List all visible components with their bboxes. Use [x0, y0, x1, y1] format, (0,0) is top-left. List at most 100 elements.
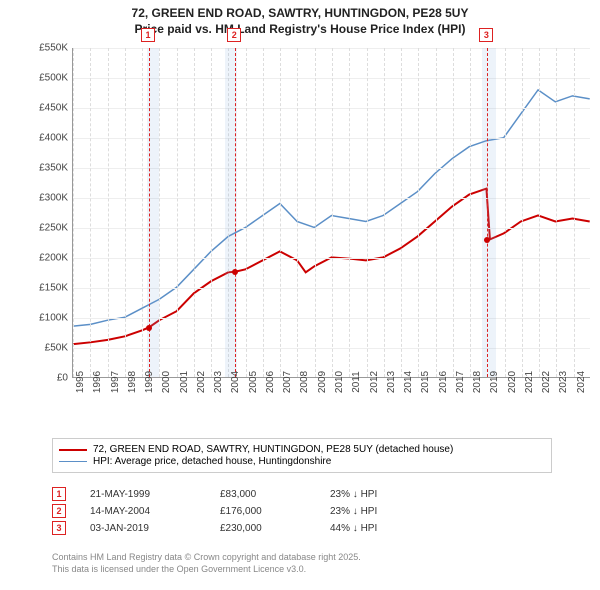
gridline-v [574, 48, 575, 377]
x-tick-label: 2015 [420, 371, 431, 393]
gridline-v [125, 48, 126, 377]
gridline-v [108, 48, 109, 377]
event-delta: 44% ↓ HPI [330, 523, 430, 534]
gridline-v [246, 48, 247, 377]
gridline-v [159, 48, 160, 377]
gridline-v [505, 48, 506, 377]
x-tick-label: 2016 [438, 371, 449, 393]
y-tick-label: £300K [39, 193, 68, 204]
event-date: 21-MAY-1999 [90, 489, 220, 500]
gridline-v [401, 48, 402, 377]
marker-line [487, 48, 488, 377]
gridline-v [194, 48, 195, 377]
legend-label: 72, GREEN END ROAD, SAWTRY, HUNTINGDON, … [93, 444, 453, 455]
x-tick-label: 1999 [144, 371, 155, 393]
y-tick-label: £50K [45, 343, 68, 354]
gridline-v [349, 48, 350, 377]
x-tick-label: 2024 [576, 371, 587, 393]
gridline-v [73, 48, 74, 377]
gridline-v [453, 48, 454, 377]
gridline-v [297, 48, 298, 377]
gridline-v [177, 48, 178, 377]
event-row: 1 21-MAY-1999£83,00023% ↓ HPI [52, 487, 430, 501]
marker-badge: 1 [141, 28, 155, 42]
y-tick-label: £400K [39, 133, 68, 144]
x-tick-label: 2023 [558, 371, 569, 393]
x-tick-label: 2001 [179, 371, 190, 393]
x-tick-label: 2012 [369, 371, 380, 393]
gridline-v [367, 48, 368, 377]
x-tick-label: 2017 [455, 371, 466, 393]
marker-line [235, 48, 236, 377]
gridline-v [90, 48, 91, 377]
event-price: £83,000 [220, 489, 330, 500]
event-delta: 23% ↓ HPI [330, 489, 430, 500]
title-line1: 72, GREEN END ROAD, SAWTRY, HUNTINGDON, … [0, 6, 600, 22]
y-tick-label: £500K [39, 73, 68, 84]
y-tick-label: £350K [39, 163, 68, 174]
x-tick-label: 2004 [230, 371, 241, 393]
gridline-v [211, 48, 212, 377]
x-tick-label: 1996 [92, 371, 103, 393]
x-tick-label: 2009 [317, 371, 328, 393]
gridline-v [436, 48, 437, 377]
marker-dot [232, 269, 238, 275]
footer-line2: This data is licensed under the Open Gov… [52, 564, 361, 576]
gridline-v [263, 48, 264, 377]
event-price: £176,000 [220, 506, 330, 517]
gridline-v [556, 48, 557, 377]
legend-swatch [59, 449, 87, 451]
x-tick-label: 1995 [75, 371, 86, 393]
gridline-v [522, 48, 523, 377]
x-tick-label: 1998 [127, 371, 138, 393]
y-tick-label: £0 [57, 373, 68, 384]
event-date: 14-MAY-2004 [90, 506, 220, 517]
legend-row: HPI: Average price, detached house, Hunt… [59, 456, 545, 467]
legend-label: HPI: Average price, detached house, Hunt… [93, 456, 331, 467]
x-tick-label: 2007 [282, 371, 293, 393]
event-row: 303-JAN-2019£230,00044% ↓ HPI [52, 521, 430, 535]
plot-region [72, 48, 590, 378]
title-line2: Price paid vs. HM Land Registry's House … [0, 22, 600, 38]
event-row: 2 14-MAY-2004£176,00023% ↓ HPI [52, 504, 430, 518]
gridline-v [384, 48, 385, 377]
x-tick-label: 2020 [507, 371, 518, 393]
chart-title: 72, GREEN END ROAD, SAWTRY, HUNTINGDON, … [0, 0, 600, 39]
x-tick-label: 1997 [110, 371, 121, 393]
event-delta: 23% ↓ HPI [330, 506, 430, 517]
marker-dot [146, 325, 152, 331]
x-tick-label: 2008 [299, 371, 310, 393]
x-tick-label: 2010 [334, 371, 345, 393]
x-tick-label: 2003 [213, 371, 224, 393]
x-tick-label: 2014 [403, 371, 414, 393]
event-badge: 3 [52, 521, 66, 535]
y-tick-label: £450K [39, 103, 68, 114]
x-tick-label: 2002 [196, 371, 207, 393]
event-badge: 1 [52, 487, 66, 501]
x-tick-label: 2000 [161, 371, 172, 393]
y-tick-label: £150K [39, 283, 68, 294]
y-tick-label: £200K [39, 253, 68, 264]
y-tick-label: £550K [39, 43, 68, 54]
legend: 72, GREEN END ROAD, SAWTRY, HUNTINGDON, … [52, 438, 552, 473]
x-tick-label: 2022 [541, 371, 552, 393]
y-tick-label: £100K [39, 313, 68, 324]
x-tick-label: 2006 [265, 371, 276, 393]
x-tick-label: 2019 [489, 371, 500, 393]
gridline-v [142, 48, 143, 377]
gridline-v [418, 48, 419, 377]
x-tick-label: 2021 [524, 371, 535, 393]
marker-badge: 3 [479, 28, 493, 42]
event-badge: 2 [52, 504, 66, 518]
x-tick-label: 2013 [386, 371, 397, 393]
marker-dot [484, 237, 490, 243]
x-tick-label: 2018 [472, 371, 483, 393]
gridline-v [470, 48, 471, 377]
event-price: £230,000 [220, 523, 330, 534]
legend-swatch [59, 461, 87, 462]
gridline-v [315, 48, 316, 377]
shaded-band [482, 48, 496, 377]
x-tick-label: 2005 [248, 371, 259, 393]
gridline-v [332, 48, 333, 377]
events-table: 1 21-MAY-1999£83,00023% ↓ HPI 2 14-MAY-2004… [52, 484, 430, 538]
